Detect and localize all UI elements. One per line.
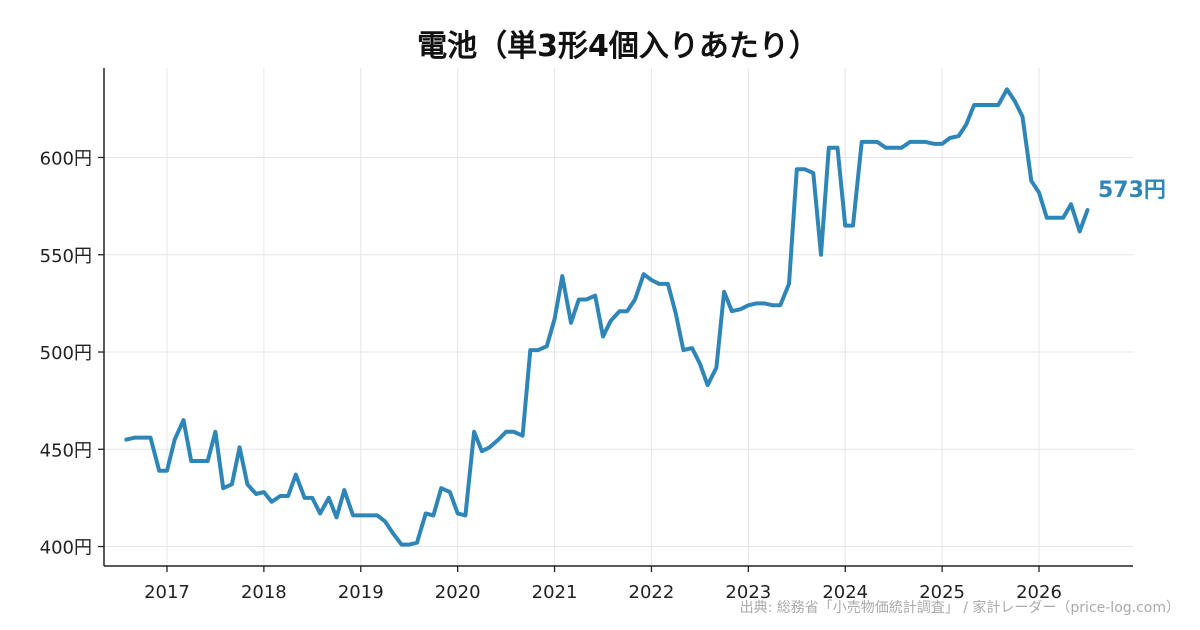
x-tick-label: 2018 xyxy=(241,582,287,603)
series-line xyxy=(124,87,1090,547)
end-value-label: 573円 xyxy=(1098,178,1166,203)
x-tick-label: 2017 xyxy=(144,582,190,603)
x-tick-label: 2022 xyxy=(629,582,675,603)
y-tick-label: 500円 xyxy=(40,343,92,364)
y-tick-label: 600円 xyxy=(40,148,92,169)
x-tick-label: 2020 xyxy=(435,582,481,603)
y-tick-label: 450円 xyxy=(40,440,92,461)
series-layer xyxy=(124,87,1090,547)
source-credit: 出典: 総務省「小売物価統計調査」 / 家計レーダー（price-log.com… xyxy=(740,599,1180,616)
x-tick-label: 2021 xyxy=(532,582,578,603)
y-axis-ticks: 400円 450円 500円 550円 600円 xyxy=(40,148,104,559)
x-tick-label: 2026 xyxy=(1016,582,1062,603)
y-tick-label: 400円 xyxy=(40,538,92,559)
x-tick-label: 2025 xyxy=(919,582,965,603)
x-tick-label: 2023 xyxy=(725,582,771,603)
axes xyxy=(103,68,1133,567)
x-axis-ticks: 2017 2018 2019 2020 2021 2022 2023 2024 2025 2026 xyxy=(144,566,1062,603)
x-tick-label: 2019 xyxy=(338,582,384,603)
x-tick-label: 2024 xyxy=(822,582,868,603)
chart-title: 電池（単3形4個入りあたり） xyxy=(417,29,819,64)
y-tick-label: 550円 xyxy=(40,246,92,267)
grid-lines xyxy=(104,68,1133,566)
